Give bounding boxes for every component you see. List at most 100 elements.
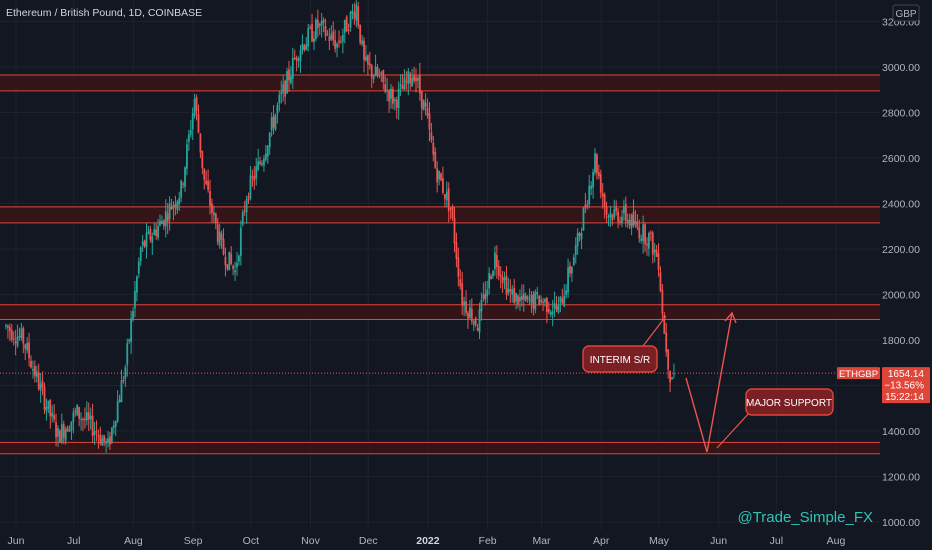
candle-body	[101, 438, 104, 446]
candle-body	[472, 321, 475, 325]
candle-body	[424, 102, 427, 107]
candle-body	[222, 238, 225, 255]
candle-body	[236, 262, 238, 268]
candle-body	[605, 206, 608, 215]
candle-body	[243, 210, 246, 212]
candle-body	[578, 233, 581, 236]
candle-body	[596, 154, 598, 174]
candle-body	[590, 185, 593, 189]
candle-body	[655, 249, 658, 257]
candle-body	[457, 257, 460, 277]
interim-pointer	[639, 315, 667, 351]
candle-body	[216, 224, 219, 243]
candle-body	[143, 240, 146, 247]
candle-body	[164, 211, 167, 227]
candle-body	[484, 293, 487, 300]
candle-body	[553, 303, 556, 309]
candle-body	[366, 55, 369, 65]
candle-body	[422, 100, 425, 111]
price-axis[interactable]: 3200.003000.002800.002600.002400.002200.…	[837, 17, 930, 530]
candle-body	[186, 144, 188, 169]
zone-interim-sr	[0, 304, 880, 320]
support-resistance-zones	[0, 74, 880, 455]
time-tick-label: Apr	[593, 535, 610, 547]
candle-body	[301, 43, 304, 51]
candle-body	[128, 339, 131, 342]
candle-body	[16, 336, 19, 346]
last-price-line-0: 1654.14	[888, 369, 925, 380]
candle-body	[530, 294, 533, 304]
candle-body	[230, 253, 233, 264]
candle-body	[295, 57, 298, 62]
candle-body	[445, 191, 448, 201]
candle-body	[161, 221, 163, 225]
time-axis[interactable]: Jun Jul Aug Sep Oct Nov Dec 2022 Feb Mar Apr May Jun…	[8, 535, 846, 547]
candle-body	[597, 172, 600, 177]
candle-body	[378, 75, 381, 77]
candle-body	[201, 150, 204, 169]
price-tick-label: 2600.00	[882, 153, 920, 165]
candle-body	[659, 272, 662, 291]
candle-body	[110, 427, 113, 442]
time-tick-label: Mar	[532, 535, 551, 547]
candle-body	[232, 265, 235, 270]
candle-body	[490, 276, 492, 279]
candle-body	[74, 410, 77, 413]
candle-body	[455, 242, 458, 259]
candle-body	[351, 10, 354, 14]
candle-body	[434, 151, 437, 168]
candle-body	[492, 271, 494, 277]
candle-body	[609, 212, 612, 217]
candle-body	[474, 317, 477, 326]
candle-body	[318, 23, 321, 26]
candle-body	[264, 153, 267, 160]
candle-body	[505, 275, 508, 295]
candle-body	[667, 349, 670, 370]
candle-body	[353, 12, 356, 19]
candle-body	[438, 171, 440, 180]
candle-body	[322, 19, 325, 23]
candle-body	[397, 88, 400, 109]
candle-body	[669, 371, 671, 383]
zone-resistance-top	[0, 74, 880, 91]
candle-body	[411, 77, 414, 87]
candle-body	[293, 58, 296, 60]
candle-body	[37, 372, 40, 390]
candle-body	[594, 153, 596, 173]
price-tick-label: 2000.00	[882, 290, 920, 302]
time-tick-label: May	[649, 535, 670, 547]
candle-body	[384, 84, 387, 92]
last-price-tag[interactable]: ETHGBP 1654.14−13.56%15:22:14	[837, 367, 930, 404]
candle-body	[134, 290, 136, 309]
candle-body	[324, 25, 327, 37]
projection-arrowhead	[724, 311, 737, 324]
candle-body	[503, 277, 506, 281]
candle-body	[517, 295, 519, 305]
candle-body	[132, 311, 134, 320]
candle-body	[415, 77, 417, 82]
candle-body	[592, 172, 594, 188]
candle-body	[646, 243, 648, 246]
time-tick-label: Jun	[8, 535, 25, 547]
candle-body	[326, 33, 329, 35]
candle-body	[272, 116, 275, 128]
price-tick-label: 1800.00	[882, 335, 920, 347]
candle-body	[180, 180, 183, 198]
candle-body	[648, 233, 650, 249]
candle-body	[120, 380, 123, 403]
candle-body	[288, 69, 290, 81]
candle-body	[488, 273, 491, 289]
candle-body	[114, 421, 117, 427]
candle-body	[93, 431, 96, 436]
time-tick-label: Jul	[67, 535, 80, 547]
candle-body	[153, 229, 156, 235]
candle-body	[624, 204, 627, 221]
candle-body	[482, 294, 485, 299]
candle-body	[363, 40, 365, 61]
projection-path	[685, 312, 733, 453]
candle-body	[57, 427, 59, 437]
candle-body	[191, 113, 194, 130]
candle-body	[155, 229, 158, 237]
candle-body	[467, 312, 469, 319]
